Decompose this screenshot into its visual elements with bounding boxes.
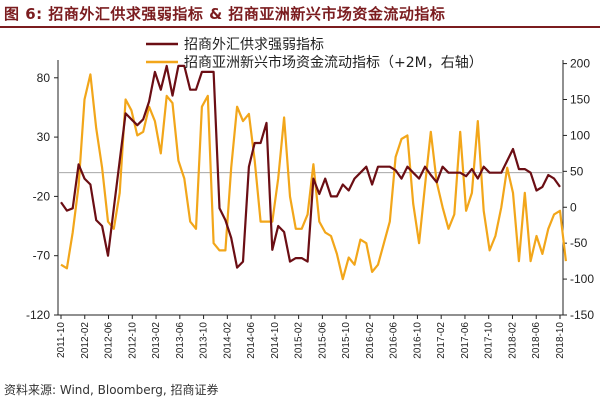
right-tick-label: 200: [570, 57, 590, 71]
legend-label-series2: 招商亚洲新兴市场资金流动指标（+2M，右轴）: [184, 54, 483, 71]
x-tick-label: 2011-10: [56, 322, 67, 358]
x-tick-label: 2016-10: [412, 322, 423, 359]
left-tick-label: -70: [33, 249, 51, 263]
right-axis-ticks: 200 150 100 50 0 -50 -100 -150: [563, 57, 594, 322]
x-tick-label: 2012-10: [127, 322, 138, 359]
figure-title: 图 6: 招商外汇供求强弱指标 & 招商亚洲新兴市场资金流动指标: [4, 5, 446, 23]
right-tick-label: 100: [570, 128, 590, 142]
series-line-fx-supply-demand: [60, 64, 561, 269]
x-tick-label: 2015-06: [317, 322, 328, 359]
left-axis-ticks: 80 30 -20 -70 -120: [26, 71, 58, 322]
legend-label-series1: 招商外汇供求强弱指标: [184, 37, 324, 53]
x-tick-label: 2018-10: [555, 322, 566, 359]
x-tick-label: 2012-06: [104, 322, 115, 359]
x-tick-label: 2013-06: [175, 322, 186, 359]
x-axis-ticks: 2011-10 2012-02 2012-06 2012-10 2013-02 2013-…: [56, 315, 566, 359]
title-divider: [0, 26, 600, 28]
right-tick-label: 50: [570, 164, 584, 178]
x-tick-label: 2013-10: [199, 322, 210, 359]
left-tick-label: 30: [37, 130, 51, 144]
x-tick-label: 2015-02: [294, 322, 305, 359]
x-tick-label: 2017-10: [484, 322, 495, 359]
x-tick-label: 2014-02: [222, 322, 233, 359]
legend: 招商外汇供求强弱指标 招商亚洲新兴市场资金流动指标（+2M，右轴）: [146, 37, 483, 71]
series-line-asia-em-flows: [60, 73, 567, 281]
x-tick-label: 2015-10: [341, 322, 352, 359]
x-tick-label: 2012-02: [80, 322, 91, 359]
right-tick-label: -100: [570, 272, 594, 286]
right-tick-label: -50: [570, 236, 588, 250]
x-tick-label: 2013-02: [151, 322, 162, 359]
right-tick-label: 0: [570, 200, 577, 214]
x-tick-label: 2018-06: [531, 322, 542, 359]
x-tick-label: 2014-10: [270, 322, 281, 359]
right-tick-label: 150: [570, 93, 590, 107]
x-tick-label: 2018-02: [507, 322, 518, 359]
right-tick-label: -150: [570, 308, 594, 322]
left-tick-label: -20: [33, 189, 51, 203]
x-tick-label: 2016-06: [389, 322, 400, 359]
x-tick-label: 2014-06: [246, 322, 257, 359]
left-tick-label: 80: [37, 71, 51, 85]
x-tick-label: 2017-02: [436, 322, 447, 359]
left-tick-label: -120: [26, 308, 50, 322]
x-tick-label: 2017-06: [460, 322, 471, 359]
x-tick-label: 2016-02: [365, 322, 376, 359]
source-note: 资料来源: Wind, Bloomberg, 招商证券: [4, 383, 219, 397]
series-lines: [60, 64, 567, 281]
